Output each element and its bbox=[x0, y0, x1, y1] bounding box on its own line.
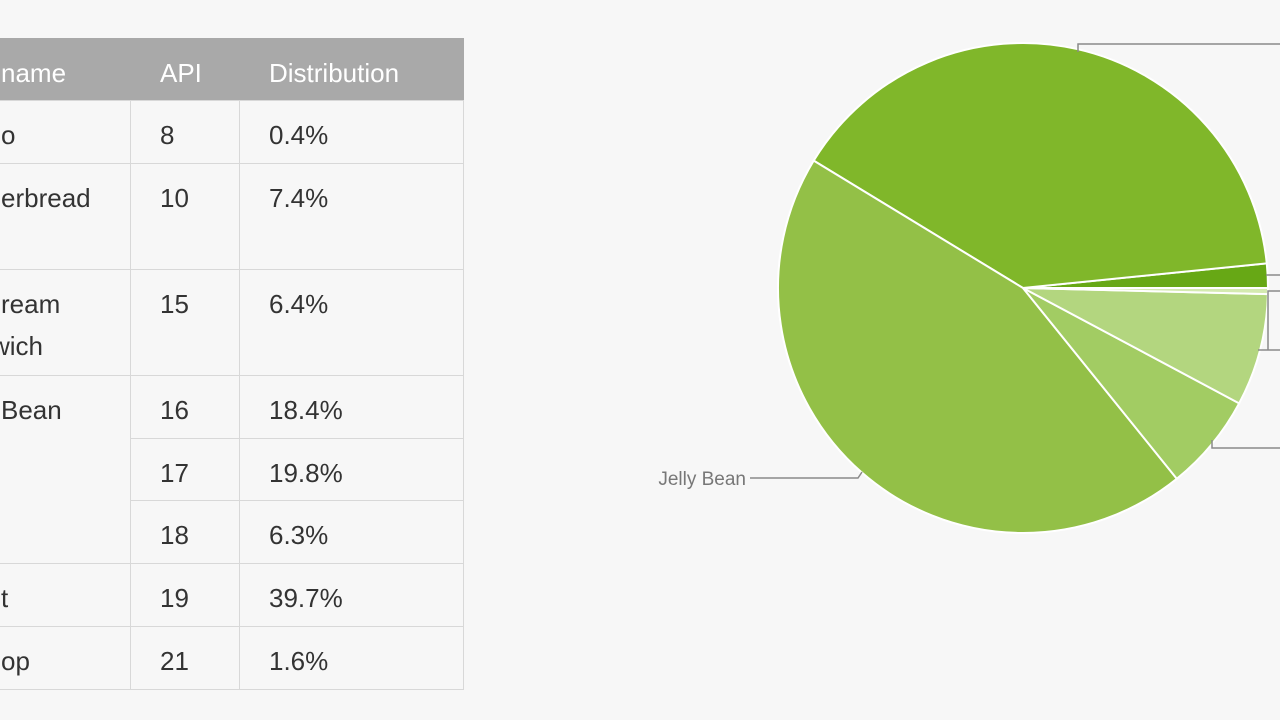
header-cell: API bbox=[130, 38, 240, 101]
leader-line bbox=[1077, 43, 1280, 52]
slice-label: Jelly Bean bbox=[658, 469, 746, 490]
pie-slice bbox=[812, 42, 1268, 290]
leader-lines bbox=[750, 43, 1280, 479]
header-cell: name bbox=[0, 38, 131, 101]
header-cell: Distribution bbox=[239, 38, 464, 101]
table-cell: 1.6% bbox=[239, 626, 464, 690]
leader-line bbox=[1258, 290, 1280, 351]
leader-line bbox=[750, 471, 863, 479]
leader-line bbox=[1211, 440, 1280, 449]
